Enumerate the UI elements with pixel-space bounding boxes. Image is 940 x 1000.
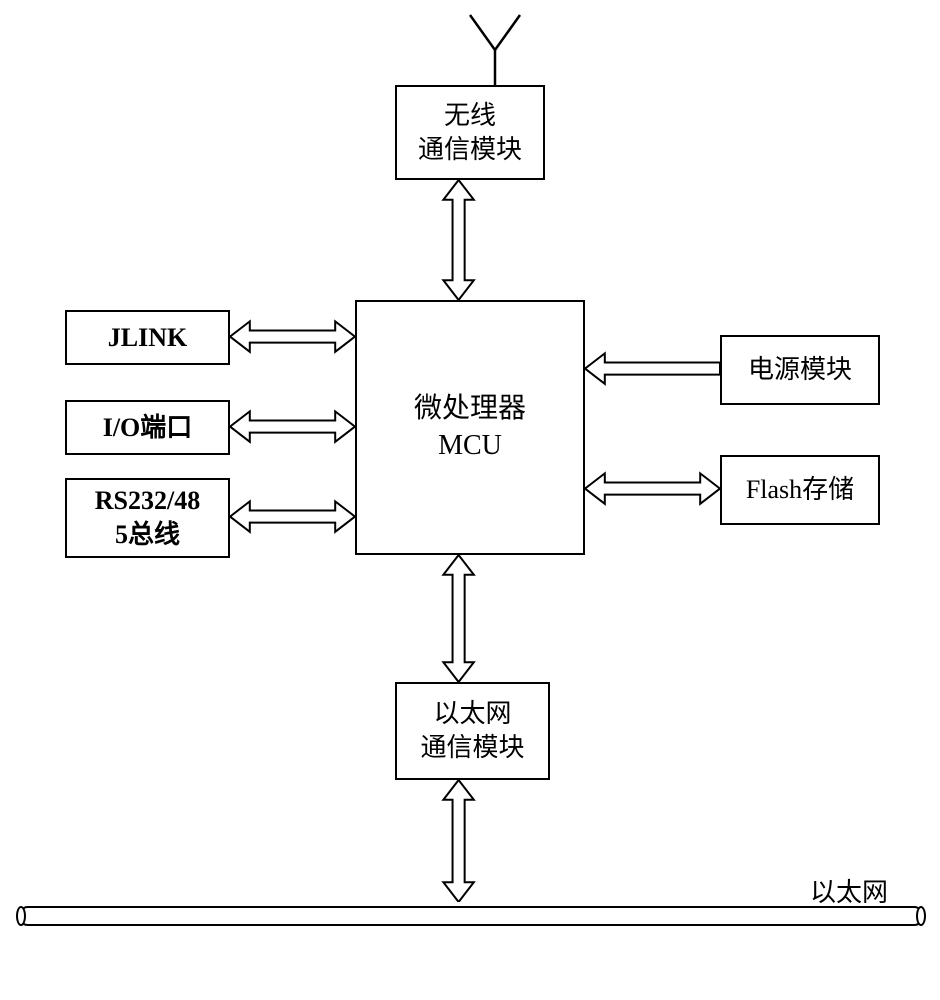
node-wireless: 无线 通信模块 (395, 85, 545, 180)
arrow-wireless-mcu (441, 180, 476, 300)
ethernet-bus (18, 906, 924, 926)
node-eth-module: 以太网 通信模块 (395, 682, 550, 780)
arrow-jlink-mcu (230, 319, 355, 354)
node-power-label: 电源模块 (748, 353, 852, 387)
ethernet-label: 以太网 (810, 872, 888, 909)
node-flash-label: Flash存储 (746, 473, 854, 507)
ethernet-bus-cap-left (16, 906, 26, 926)
arrow-rs-mcu (230, 499, 355, 534)
node-power: 电源模块 (720, 335, 880, 405)
arrow-mcu-eth (441, 555, 476, 682)
node-eth-module-label: 以太网 通信模块 (420, 697, 524, 765)
arrow-eth-net (441, 780, 476, 902)
node-jlink-label: JLINK (108, 321, 187, 355)
ethernet-bus-cap-right (916, 906, 926, 926)
node-flash: Flash存储 (720, 455, 880, 525)
arrow-power-mcu (585, 351, 720, 386)
antenna-icon (465, 10, 525, 95)
node-rs-label: RS232/48 5总线 (95, 484, 200, 552)
node-io: I/O端口 (65, 400, 230, 455)
node-jlink: JLINK (65, 310, 230, 365)
node-io-label: I/O端口 (103, 411, 193, 445)
node-wireless-label: 无线 通信模块 (418, 99, 522, 167)
arrow-flash-mcu (585, 471, 720, 506)
arrow-io-mcu (230, 409, 355, 444)
node-mcu: 微处理器 MCU (355, 300, 585, 555)
node-mcu-label: 微处理器 MCU (414, 391, 526, 464)
node-rs: RS232/48 5总线 (65, 478, 230, 558)
